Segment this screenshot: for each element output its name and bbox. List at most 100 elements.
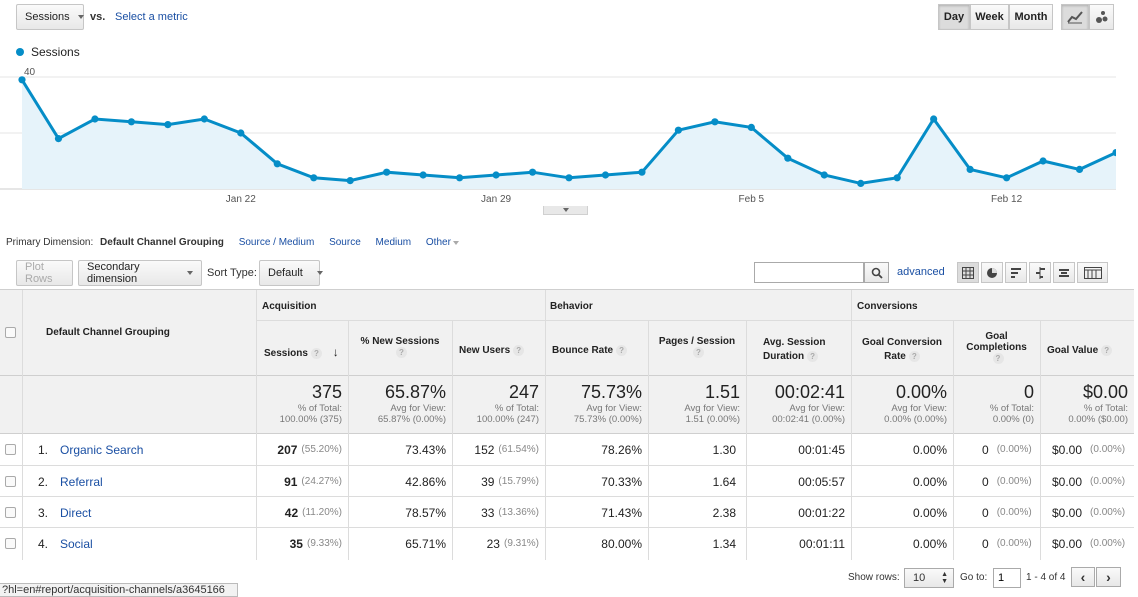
advanced-filter-link[interactable]: advanced bbox=[897, 266, 945, 278]
total-new-sessions: 65.87% Avg for View: 65.87% (0.00%) bbox=[377, 382, 446, 425]
table-row: 2. Referral 91 (24.27%) 42.86% 39 (15.79%) 70.3… bbox=[0, 465, 1134, 496]
col-goal-conversion-rate[interactable]: Goal Conversion Rate? bbox=[851, 336, 953, 364]
row-new-sessions: 65.71% bbox=[405, 536, 446, 551]
data-point bbox=[565, 174, 573, 182]
metric-select[interactable]: Sessions bbox=[16, 4, 84, 30]
help-icon: ? bbox=[1101, 345, 1113, 356]
row-pages-session: 1.30 bbox=[712, 442, 736, 457]
row-number: 2. bbox=[38, 474, 49, 489]
col-avg-duration-label-1: Avg. Session bbox=[763, 337, 826, 348]
col-pages-session-label: Pages / Session bbox=[658, 336, 736, 347]
total-bounce-rate: 75.73% Avg for View: 75.73% (0.00%) bbox=[573, 382, 642, 425]
col-sessions[interactable]: Sessions? ↓ bbox=[264, 345, 339, 359]
col-goal-completions[interactable]: Goal Completions ? bbox=[953, 331, 1040, 364]
line-chart-button[interactable] bbox=[1061, 4, 1089, 30]
total-pages-session: 1.51 Avg for View: 1.51 (0.00%) bbox=[684, 382, 740, 425]
row-channel-link[interactable]: Referral bbox=[60, 474, 103, 489]
data-point bbox=[200, 115, 208, 123]
help-icon: ? bbox=[908, 350, 920, 362]
row-checkbox[interactable] bbox=[5, 538, 16, 549]
row-bounce-rate: 80.00% bbox=[601, 536, 642, 551]
row-channel-link[interactable]: Organic Search bbox=[60, 442, 144, 457]
plot-rows-button[interactable]: Plot Rows bbox=[16, 260, 73, 286]
goto-label: Go to: bbox=[960, 572, 988, 583]
data-point bbox=[492, 171, 500, 179]
comparison-view-button[interactable] bbox=[1029, 262, 1051, 283]
dimension-source-medium[interactable]: Source / Medium bbox=[238, 237, 315, 248]
chart-collapse-handle[interactable] bbox=[543, 206, 588, 215]
row-new-users: 23 (9.31%) bbox=[486, 536, 539, 551]
row-sessions: 42 (11.20%) bbox=[284, 505, 342, 520]
data-point bbox=[1112, 149, 1116, 157]
chevron-down-icon bbox=[77, 15, 84, 19]
group-acquisition: Acquisition bbox=[262, 301, 317, 312]
x-tick-label: Jan 29 bbox=[481, 194, 511, 205]
bubble-chart-icon bbox=[1095, 11, 1107, 23]
search-button[interactable] bbox=[864, 262, 889, 283]
secondary-dimension-label: Secondary dimension bbox=[87, 261, 140, 285]
week-button[interactable]: Week bbox=[970, 4, 1009, 30]
dimension-medium[interactable]: Medium bbox=[375, 237, 412, 248]
select-all-checkbox[interactable] bbox=[5, 327, 16, 338]
primary-dimension-bar: Primary Dimension: Default Channel Group… bbox=[6, 237, 459, 248]
col-avg-duration[interactable]: Avg. Session Duration? bbox=[763, 336, 825, 364]
secondary-dimension-select[interactable]: Secondary dimension bbox=[78, 260, 202, 286]
pie-view-button[interactable] bbox=[981, 262, 1003, 283]
dimension-header[interactable]: Default Channel Grouping bbox=[46, 327, 170, 338]
term-cloud-icon bbox=[1059, 268, 1069, 277]
row-sessions: 91 (24.27%) bbox=[284, 474, 342, 489]
data-point bbox=[273, 160, 281, 168]
row-goal-conversion-rate: 0.00% bbox=[912, 505, 947, 520]
col-gcr-label-1: Goal Conversion bbox=[861, 337, 942, 348]
prev-page-button[interactable]: ‹ bbox=[1071, 567, 1095, 587]
table-row: 4. Social 35 (9.33%) 65.71% 23 (9.31%) 80.00% 1.… bbox=[0, 527, 1134, 558]
col-new-users[interactable]: New Users? bbox=[459, 345, 525, 356]
row-checkbox[interactable] bbox=[5, 507, 16, 518]
goto-input[interactable] bbox=[993, 568, 1021, 588]
pivot-view-button[interactable] bbox=[1077, 262, 1108, 283]
col-gc-label-1: Goal bbox=[985, 331, 1008, 342]
help-icon: ? bbox=[807, 350, 819, 362]
group-conversions: Conversions bbox=[857, 301, 918, 312]
col-new-sessions-label: % New Sessions bbox=[360, 336, 440, 347]
dimension-source[interactable]: Source bbox=[329, 237, 361, 248]
pivot-icon bbox=[1083, 266, 1102, 279]
row-avg-duration: 00:01:22 bbox=[798, 505, 845, 520]
col-new-sessions[interactable]: % New Sessions? bbox=[348, 336, 452, 358]
sort-type-select[interactable]: Default bbox=[259, 260, 323, 286]
col-bounce-rate[interactable]: Bounce Rate? bbox=[552, 345, 628, 356]
group-behavior: Behavior bbox=[550, 301, 593, 312]
col-pages-session[interactable]: Pages / Session? bbox=[648, 336, 746, 358]
day-button[interactable]: Day bbox=[938, 4, 970, 30]
select-metric-link[interactable]: Select a metric bbox=[115, 11, 188, 23]
data-table-view-button[interactable] bbox=[957, 262, 979, 283]
col-goal-value[interactable]: Goal Value? bbox=[1047, 345, 1113, 356]
table-header bbox=[0, 290, 1134, 376]
term-cloud-view-button[interactable] bbox=[1053, 262, 1075, 283]
data-point bbox=[674, 126, 683, 134]
row-goal-value: $0.00 (0.00%) bbox=[1052, 442, 1126, 457]
row-goal-completions: 0 (0.00%) bbox=[982, 474, 1032, 489]
row-new-sessions: 73.43% bbox=[405, 442, 446, 457]
row-checkbox[interactable] bbox=[5, 476, 16, 487]
report-table: Default Channel Grouping Acquisition Beh… bbox=[0, 289, 1134, 560]
table-search-input[interactable] bbox=[754, 262, 864, 283]
help-icon: ? bbox=[992, 353, 1004, 364]
motion-chart-button[interactable] bbox=[1089, 4, 1114, 30]
row-checkbox[interactable] bbox=[5, 444, 16, 455]
next-page-button[interactable]: › bbox=[1096, 567, 1121, 587]
chevron-down-icon bbox=[187, 271, 193, 275]
row-bounce-rate: 71.43% bbox=[601, 505, 642, 520]
row-goal-value: $0.00 (0.00%) bbox=[1052, 505, 1126, 520]
show-rows-select[interactable]: 10 ▲ ▼ bbox=[904, 568, 954, 588]
x-tick-label: Feb 5 bbox=[739, 194, 765, 205]
total-goal-completions: 0 % of Total: 0.00% (0) bbox=[989, 382, 1034, 425]
month-button[interactable]: Month bbox=[1009, 4, 1053, 30]
dimension-other[interactable]: Other bbox=[425, 237, 451, 248]
y-tick-label: 40 bbox=[24, 67, 36, 78]
row-channel-link[interactable]: Direct bbox=[60, 505, 92, 520]
row-channel-link[interactable]: Social bbox=[60, 536, 93, 551]
sort-type-label: Sort Type: bbox=[207, 267, 257, 279]
performance-view-button[interactable] bbox=[1005, 262, 1027, 283]
data-point bbox=[528, 168, 537, 176]
